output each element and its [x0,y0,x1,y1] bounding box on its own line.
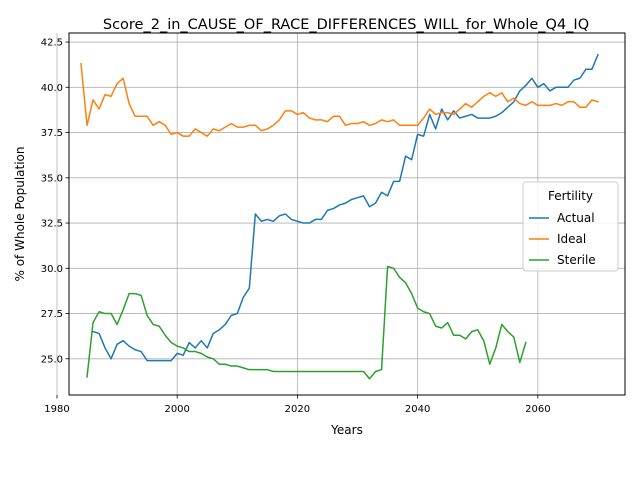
legend-label: Ideal [557,232,586,246]
x-tick-label: 1980 [44,404,69,415]
series-line-sterile [86,265,527,380]
y-tick-label: 40.0 [41,83,63,94]
series-line-ideal [80,62,599,137]
legend-title: Fertility [548,189,593,203]
x-axis: 1980 2000 2020 2040 2060 [44,395,551,415]
legend-item-actual: Actual [529,211,595,225]
series-layer [80,53,599,380]
x-tick-label: 2020 [285,404,310,415]
y-tick-label: 32.5 [41,219,63,230]
series-line-actual [92,53,599,362]
legend-items: Actual Ideal Sterile [529,211,596,267]
legend-item-ideal: Ideal [529,232,586,246]
x-tick-label: 2000 [164,404,189,415]
y-tick-label: 27.5 [41,309,63,320]
y-tick-label: 35.0 [41,173,63,184]
plot-frame [68,32,626,396]
legend-label: Sterile [557,253,596,267]
chart-title: Score_2_in_CAUSE_OF_RACE_DIFFERENCES_WIL… [103,17,589,33]
y-tick-label: 30.0 [41,264,63,275]
legend-box [522,181,619,272]
y-tick-label: 25.0 [41,354,63,365]
y-axis: 25.0 27.5 30.0 32.5 35.0 37.5 40.0 42.5 [41,38,69,365]
x-axis-label: Years [330,423,363,437]
legend-item-sterile: Sterile [529,253,596,267]
y-tick-label: 42.5 [41,38,63,49]
x-tick-label: 2040 [405,404,430,415]
x-tick-label: 2060 [525,404,550,415]
y-tick-label: 37.5 [41,128,63,139]
y-axis-label: % of Whole Population [13,147,27,282]
legend-label: Actual [557,211,595,225]
legend: Fertility Actual Ideal Sterile [522,181,619,272]
